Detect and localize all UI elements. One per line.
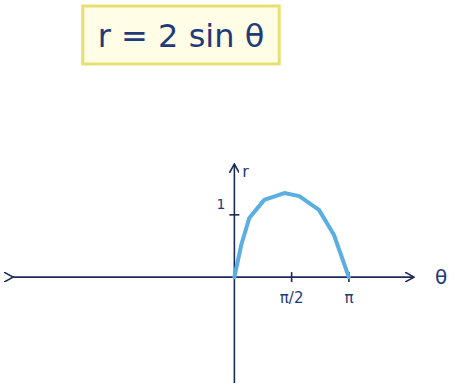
plot-area — [234, 193, 348, 277]
x-axis — [12, 276, 413, 278]
y-axis-title: r — [242, 162, 249, 181]
x-tick — [291, 272, 293, 282]
x-axis-title: θ — [435, 265, 447, 289]
curve — [234, 193, 348, 277]
x-tick-label: π — [344, 289, 353, 307]
title: r = 2 sin θ — [98, 17, 264, 55]
chart: r = 2 sin θ θ r π/2 π 1 — [0, 0, 472, 388]
x-tick-label: π/2 — [280, 289, 304, 307]
y-tick — [229, 214, 239, 216]
y-tick-label: 1 — [216, 196, 225, 212]
title-box — [83, 6, 279, 64]
